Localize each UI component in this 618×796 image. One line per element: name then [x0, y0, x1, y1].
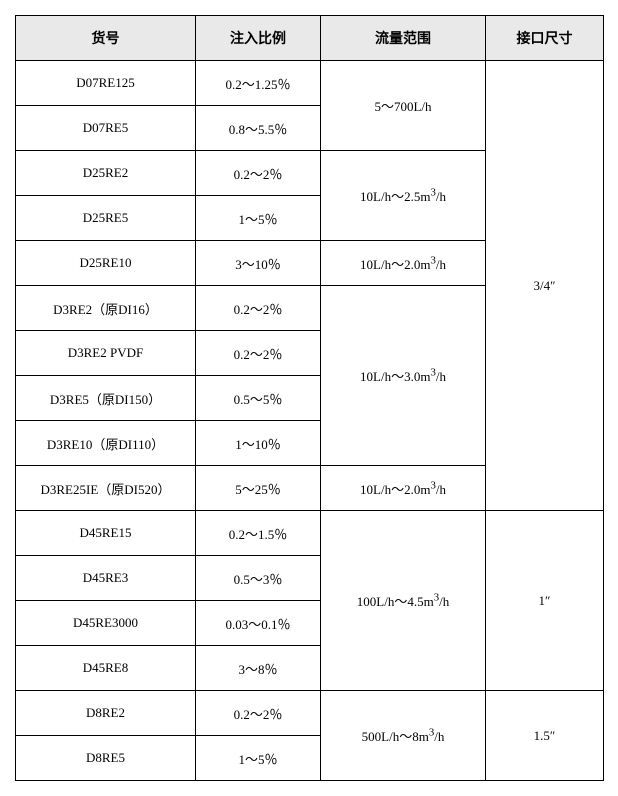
cell-ratio: 3～8％ [196, 646, 321, 691]
cell-range: 500L/h～8m3/h [321, 691, 486, 781]
cell-iface: 3/4″ [486, 61, 604, 511]
cell-code: D8RE5 [16, 736, 196, 781]
header-ratio: 注入比例 [196, 16, 321, 61]
cell-code: D3RE2 PVDF [16, 331, 196, 376]
cell-range: 10L/h～2.5m3/h [321, 151, 486, 241]
cell-ratio: 0.2～2％ [196, 691, 321, 736]
spec-table: 货号 注入比例 流量范围 接口尺寸 D07RE125 0.2～1.25％ 5～7… [15, 15, 604, 781]
cell-code: D3RE25IE（原DI520） [16, 466, 196, 511]
cell-ratio: 3～10％ [196, 241, 321, 286]
cell-ratio: 0.2～2％ [196, 286, 321, 331]
cell-code: D45RE3000 [16, 601, 196, 646]
cell-range: 10L/h～2.0m3/h [321, 241, 486, 286]
cell-ratio: 0.5～3％ [196, 556, 321, 601]
cell-code: D3RE5（原DI150） [16, 376, 196, 421]
cell-iface: 1″ [486, 511, 604, 691]
cell-code: D8RE2 [16, 691, 196, 736]
cell-range: 10L/h～2.0m3/h [321, 466, 486, 511]
cell-ratio: 0.2～2％ [196, 151, 321, 196]
table-header-row: 货号 注入比例 流量范围 接口尺寸 [16, 16, 604, 61]
table-row: D45RE15 0.2～1.5％ 100L/h～4.5m3/h 1″ [16, 511, 604, 556]
cell-ratio: 0.8～5.5％ [196, 106, 321, 151]
cell-code: D45RE3 [16, 556, 196, 601]
cell-iface: 1.5″ [486, 691, 604, 781]
cell-ratio: 1～10％ [196, 421, 321, 466]
cell-ratio: 0.03～0.1％ [196, 601, 321, 646]
cell-ratio: 0.2～1.5％ [196, 511, 321, 556]
cell-code: D25RE10 [16, 241, 196, 286]
header-code: 货号 [16, 16, 196, 61]
cell-ratio: 1～5％ [196, 196, 321, 241]
cell-ratio: 1～5％ [196, 736, 321, 781]
cell-code: D07RE125 [16, 61, 196, 106]
cell-code: D07RE5 [16, 106, 196, 151]
cell-range: 100L/h～4.5m3/h [321, 511, 486, 691]
table-row: D8RE2 0.2～2％ 500L/h～8m3/h 1.5″ [16, 691, 604, 736]
cell-code: D45RE8 [16, 646, 196, 691]
table-row: D07RE125 0.2～1.25％ 5～700L/h 3/4″ [16, 61, 604, 106]
cell-code: D25RE2 [16, 151, 196, 196]
header-iface: 接口尺寸 [486, 16, 604, 61]
cell-ratio: 0.2～1.25％ [196, 61, 321, 106]
cell-code: D3RE2（原DI16） [16, 286, 196, 331]
cell-code: D45RE15 [16, 511, 196, 556]
cell-code: D3RE10（原DI110） [16, 421, 196, 466]
cell-ratio: 0.5～5％ [196, 376, 321, 421]
cell-code: D25RE5 [16, 196, 196, 241]
cell-ratio: 0.2～2％ [196, 331, 321, 376]
cell-range: 10L/h～3.0m3/h [321, 286, 486, 466]
cell-range: 5～700L/h [321, 61, 486, 151]
header-range: 流量范围 [321, 16, 486, 61]
cell-ratio: 5～25％ [196, 466, 321, 511]
